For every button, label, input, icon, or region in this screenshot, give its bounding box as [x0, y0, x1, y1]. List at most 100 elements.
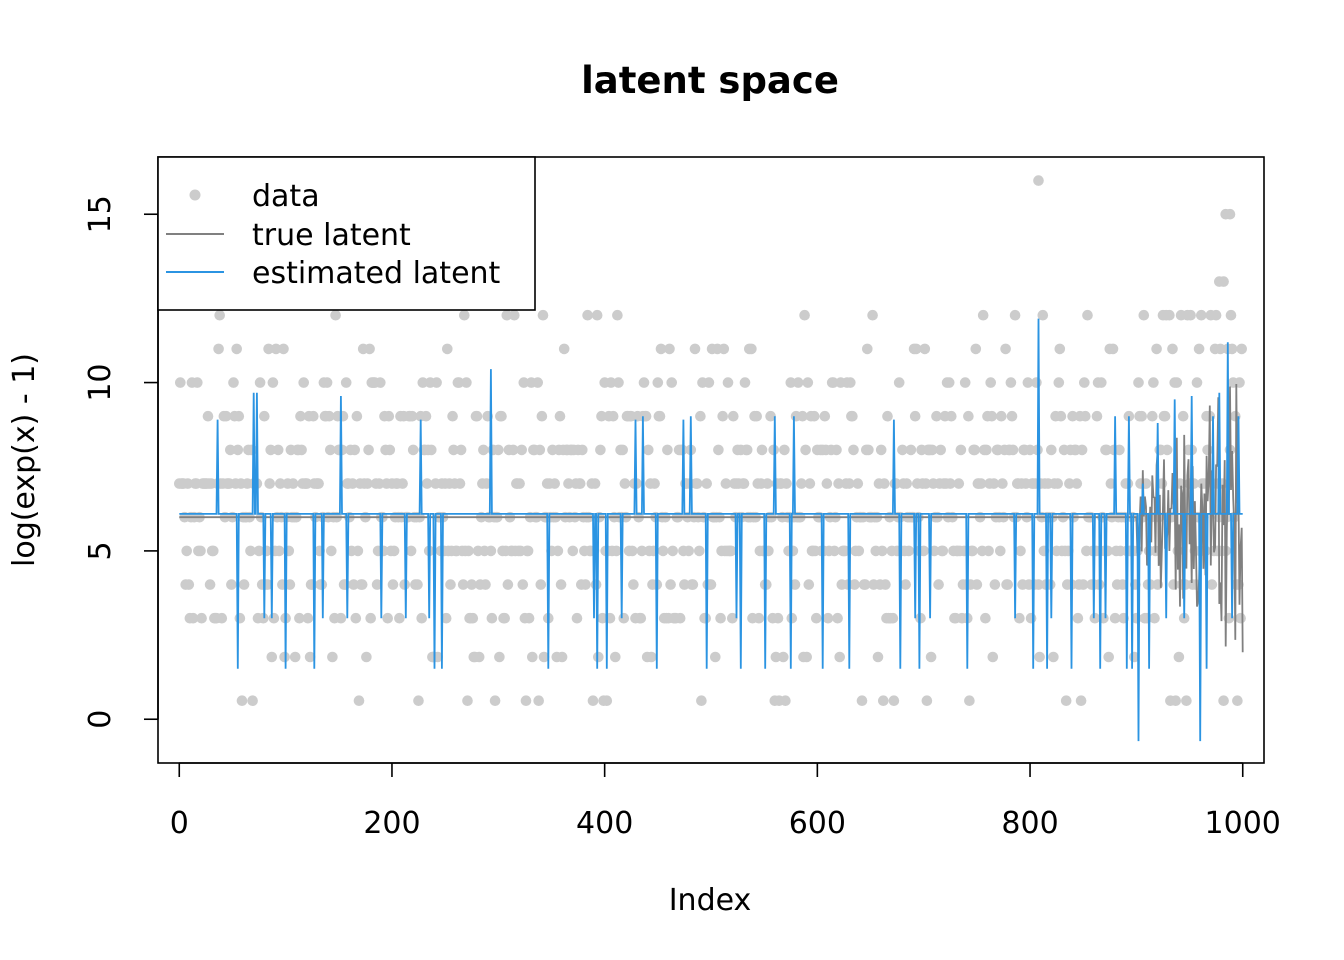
- data-point: [772, 612, 784, 624]
- data-point: [935, 444, 946, 456]
- data-point: [828, 377, 839, 388]
- data-point: [413, 695, 424, 706]
- data-point: [1002, 579, 1013, 590]
- data-point: [1053, 377, 1065, 388]
- data-point: [847, 410, 858, 422]
- data-point: [643, 444, 654, 456]
- data-point: [1075, 695, 1087, 706]
- data-point: [462, 695, 473, 706]
- data-point: [665, 579, 676, 590]
- data-point: [330, 309, 341, 321]
- data-point: [715, 612, 726, 624]
- data-point: [587, 695, 599, 706]
- data-point: [516, 444, 527, 456]
- data-point: [213, 343, 224, 355]
- chart-title: latent space: [581, 59, 839, 102]
- x-tick-label: 200: [363, 806, 420, 841]
- data-point: [340, 377, 352, 388]
- x-tick-label: 800: [1001, 806, 1058, 841]
- data-point: [232, 444, 244, 456]
- data-point: [983, 545, 994, 557]
- data-point: [779, 444, 790, 456]
- data-point: [819, 410, 831, 422]
- data-point: [703, 377, 715, 388]
- data-point: [664, 343, 675, 355]
- data-point: [628, 579, 639, 590]
- y-tick-label: 10: [83, 363, 118, 401]
- data-point: [713, 444, 724, 456]
- data-point: [863, 444, 874, 456]
- data-point: [1181, 695, 1192, 706]
- data-point: [254, 377, 266, 388]
- data-point: [909, 410, 921, 422]
- data-point: [822, 612, 834, 624]
- data-point: [1109, 612, 1121, 624]
- data-point: [617, 444, 628, 456]
- data-point: [1151, 343, 1162, 355]
- data-point: [208, 545, 219, 557]
- data-point: [361, 651, 372, 663]
- data-point: [905, 444, 917, 456]
- data-point: [1006, 410, 1018, 422]
- data-point: [996, 410, 1007, 422]
- data-point: [804, 478, 816, 489]
- data-point: [264, 478, 276, 489]
- data-point: [1046, 444, 1057, 456]
- data-point: [431, 377, 442, 388]
- data-point: [337, 410, 349, 422]
- data-point: [298, 377, 310, 388]
- data-point: [876, 545, 888, 557]
- data-point: [797, 410, 808, 422]
- x-tick-label: 400: [576, 806, 633, 841]
- data-point: [362, 478, 373, 489]
- data-point: [245, 545, 256, 557]
- data-point: [849, 579, 860, 590]
- data-point: [988, 478, 1000, 489]
- x-tick-label: 0: [170, 806, 189, 841]
- data-point: [720, 478, 732, 489]
- data-point: [1071, 478, 1083, 489]
- data-point: [718, 343, 730, 355]
- data-point: [1015, 545, 1026, 557]
- data-point: [882, 410, 893, 422]
- data-point: [373, 478, 385, 489]
- data-point: [1052, 478, 1063, 489]
- data-point: [872, 651, 884, 663]
- data-point: [204, 579, 216, 590]
- data-point: [287, 478, 299, 489]
- legend: data true latent estimated latent: [157, 156, 536, 311]
- data-point: [520, 695, 532, 706]
- data-point: [953, 478, 965, 489]
- data-point: [175, 377, 186, 388]
- data-point: [1077, 579, 1089, 590]
- data-point: [489, 695, 501, 706]
- data-point: [1037, 309, 1049, 321]
- data-point: [1232, 695, 1243, 706]
- data-point: [636, 545, 648, 557]
- data-point: [970, 343, 982, 355]
- data-point: [785, 377, 797, 388]
- data-point: [1022, 377, 1034, 388]
- data-point: [509, 309, 520, 321]
- data-point: [829, 545, 840, 557]
- data-point: [789, 579, 801, 590]
- data-point: [265, 444, 277, 456]
- data-point: [1107, 343, 1119, 355]
- data-point: [657, 545, 669, 557]
- data-point: [910, 343, 922, 355]
- data-point: [236, 695, 248, 706]
- data-point: [1048, 651, 1059, 663]
- data-point: [268, 612, 280, 624]
- data-point: [351, 410, 363, 422]
- data-point: [394, 612, 405, 624]
- data-point: [679, 579, 690, 590]
- data-point: [353, 695, 365, 706]
- data-point: [981, 444, 992, 456]
- data-point: [455, 444, 467, 456]
- data-point: [853, 545, 865, 557]
- data-point: [534, 444, 546, 456]
- data-point: [955, 444, 967, 456]
- data-point: [756, 444, 768, 456]
- data-point: [821, 478, 833, 489]
